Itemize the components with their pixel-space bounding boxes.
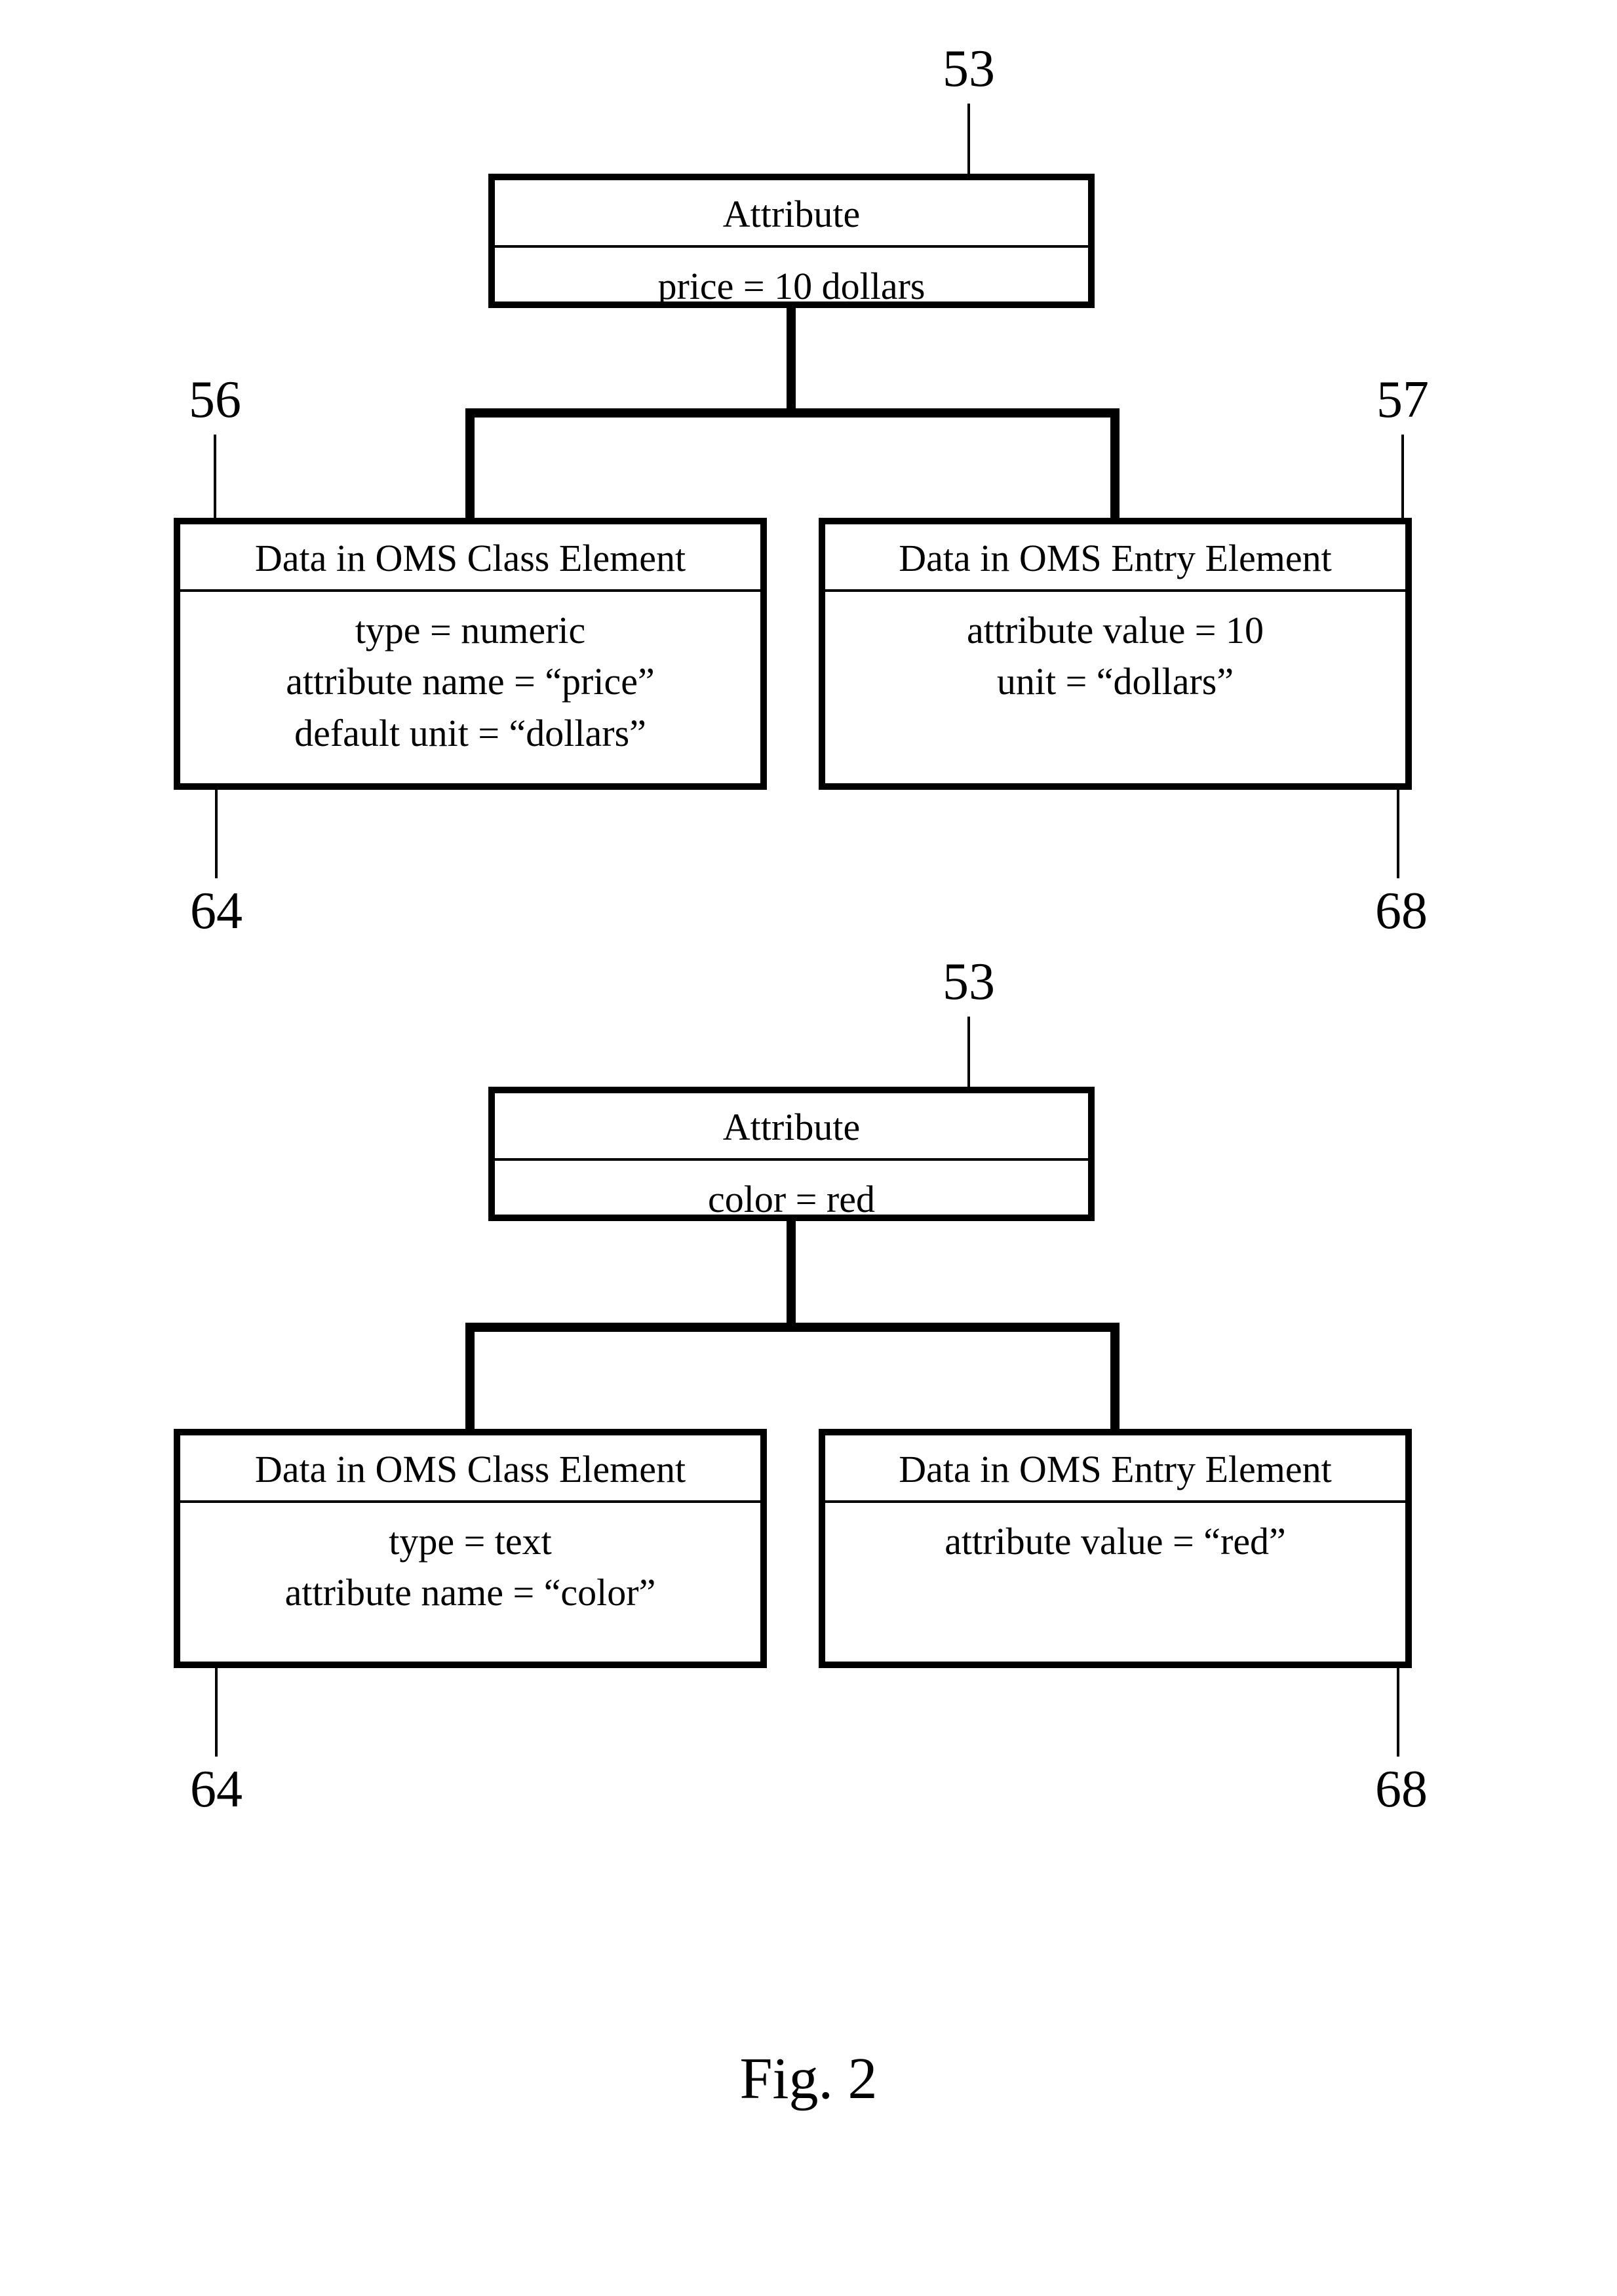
ref-label: 68 [1375, 882, 1428, 941]
attribute-box-1-title: Attribute [495, 180, 1088, 248]
attribute-box-2-title: Attribute [495, 1093, 1088, 1161]
class-element-box-1: Data in OMS Class Element type = numeric… [174, 518, 767, 790]
figure-caption: Fig. 2 [739, 2045, 877, 2112]
ref-label: 56 [189, 370, 241, 430]
class-element-box-2: Data in OMS Class Element type = text at… [174, 1429, 767, 1668]
ref-label: 64 [190, 882, 243, 941]
entry-element-1-line-2: unit = “dollars” [832, 656, 1399, 707]
entry-element-2-line-1: attribute value = “red” [832, 1516, 1399, 1567]
ref-label: 64 [190, 1760, 243, 1819]
entry-element-box-1: Data in OMS Entry Element attribute valu… [819, 518, 1412, 790]
ref-label: 68 [1375, 1760, 1428, 1819]
class-element-box-1-title: Data in OMS Class Element [180, 524, 760, 592]
entry-element-box-2: Data in OMS Entry Element attribute valu… [819, 1429, 1412, 1668]
class-element-2-line-1: type = text [187, 1516, 754, 1567]
class-element-1-line-3: default unit = “dollars” [187, 708, 754, 759]
page: Attribute price = 10 dollars Data in OMS… [0, 0, 1617, 2296]
entry-element-box-1-title: Data in OMS Entry Element [825, 524, 1405, 592]
attribute-box-1-body: price = 10 dollars [495, 248, 1088, 325]
entry-element-1-line-1: attribute value = 10 [832, 605, 1399, 656]
attribute-box-2: Attribute color = red [488, 1087, 1095, 1221]
attribute-box-2-body: color = red [495, 1161, 1088, 1238]
entry-element-box-2-title: Data in OMS Entry Element [825, 1435, 1405, 1503]
entry-element-box-2-body: attribute value = “red” [825, 1503, 1405, 1580]
entry-element-box-1-body: attribute value = 10 unit = “dollars” [825, 592, 1405, 721]
ref-label: 57 [1376, 370, 1429, 430]
ref-label: 53 [943, 39, 995, 99]
class-element-2-line-2: attribute name = “color” [187, 1567, 754, 1618]
class-element-1-line-2: attribute name = “price” [187, 656, 754, 707]
class-element-box-2-title: Data in OMS Class Element [180, 1435, 760, 1503]
attribute-box-1: Attribute price = 10 dollars [488, 174, 1095, 308]
class-element-box-1-body: type = numeric attribute name = “price” … [180, 592, 760, 772]
ref-label: 53 [943, 952, 995, 1012]
class-element-1-line-1: type = numeric [187, 605, 754, 656]
class-element-box-2-body: type = text attribute name = “color” [180, 1503, 760, 1632]
